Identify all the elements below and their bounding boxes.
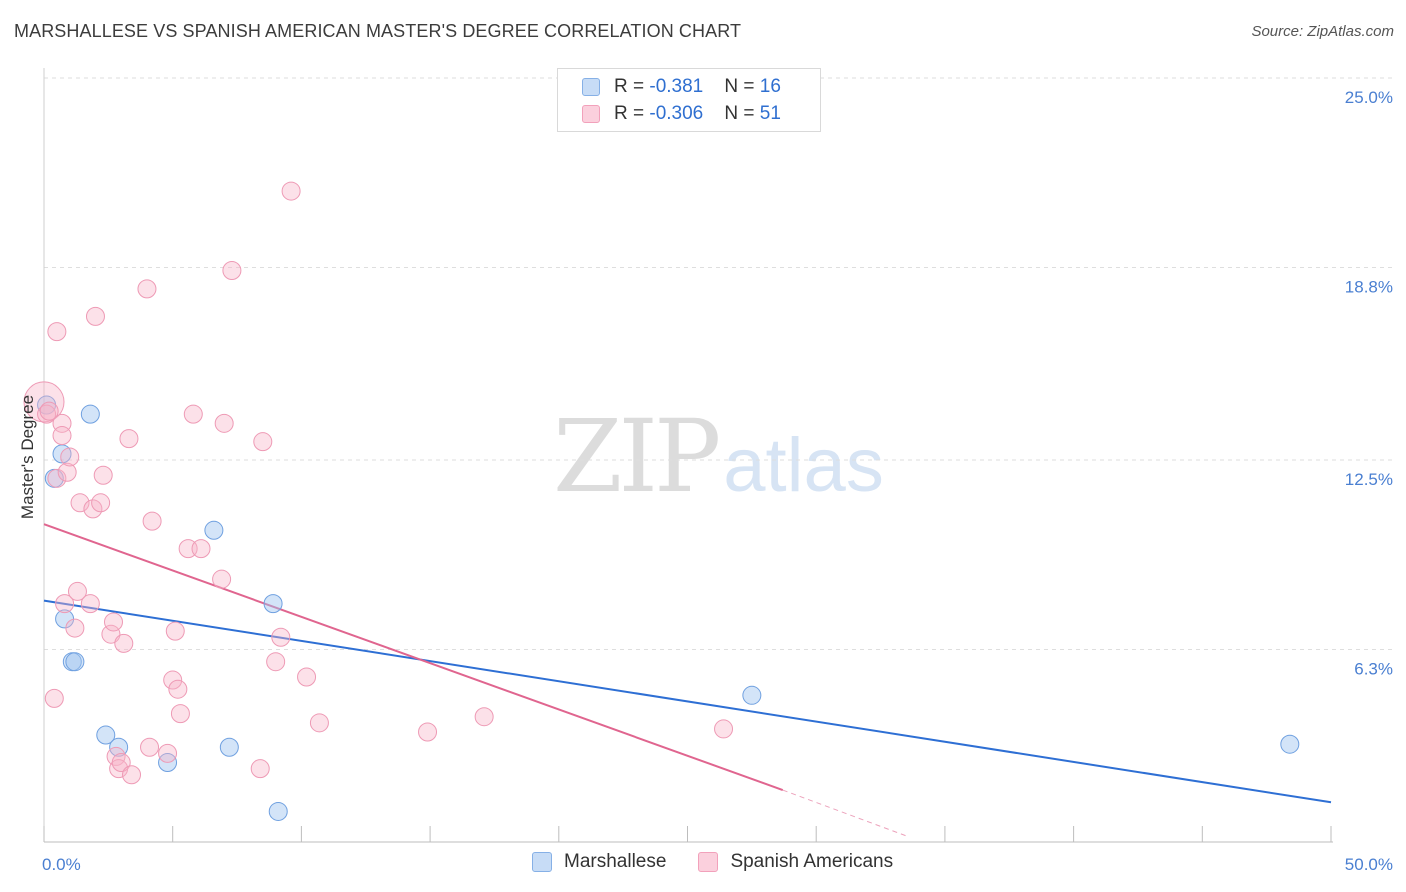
- point-spanish-americans: [297, 667, 317, 687]
- chart-title: MARSHALLESE VS SPANISH AMERICAN MASTER'S…: [14, 21, 742, 41]
- x-tick-label: 0.0%: [42, 855, 81, 874]
- point-spanish-americans: [158, 743, 178, 763]
- series-swatch-marshallese: [532, 852, 552, 872]
- legend-row-marshallese: R = -0.381 N = 16: [582, 75, 781, 99]
- legend-swatch-spanish-americans: [582, 105, 600, 123]
- y-tick-label: 12.5%: [1345, 470, 1393, 489]
- point-spanish-americans: [271, 627, 291, 647]
- point-spanish-americans: [214, 413, 234, 433]
- axes: [43, 68, 1333, 843]
- grid-lines: [44, 77, 1392, 650]
- point-spanish-americans: [23, 381, 65, 423]
- point-spanish-americans: [142, 511, 162, 531]
- point-spanish-americans: [212, 569, 232, 589]
- point-spanish-americans: [85, 306, 105, 326]
- point-spanish-americans: [119, 429, 139, 449]
- y-tick-label: 6.3%: [1354, 659, 1393, 678]
- point-spanish-americans: [52, 426, 72, 446]
- point-spanish-americans: [106, 746, 126, 766]
- point-spanish-americans: [60, 447, 80, 467]
- point-spanish-americans: [39, 401, 59, 421]
- point-spanish-americans: [418, 722, 438, 742]
- point-marshallese: [109, 737, 129, 757]
- point-spanish-americans: [714, 719, 734, 739]
- data-points: [23, 181, 1300, 821]
- y-tick-label: 25.0%: [1345, 88, 1393, 107]
- point-spanish-americans: [178, 539, 198, 559]
- point-spanish-americans: [309, 713, 329, 733]
- x-tick-label: 50.0%: [1345, 855, 1393, 874]
- point-spanish-americans: [101, 624, 121, 644]
- point-spanish-americans: [114, 633, 134, 653]
- point-spanish-americans: [191, 539, 211, 559]
- legend-n-label: N =: [724, 76, 760, 97]
- point-spanish-americans: [474, 707, 494, 727]
- legend-r-value: -0.306: [649, 103, 704, 124]
- point-spanish-americans: [91, 493, 111, 513]
- point-marshallese: [80, 404, 100, 424]
- trend-line-marshallese: [43, 599, 1332, 804]
- series-legend: Marshallese Spanish Americans: [532, 851, 925, 873]
- point-spanish-americans: [80, 594, 100, 614]
- point-spanish-americans: [93, 465, 113, 485]
- point-marshallese: [742, 685, 762, 705]
- point-spanish-americans: [168, 679, 188, 699]
- legend-n-label: N =: [724, 103, 760, 124]
- watermark-zip: ZIP: [553, 398, 721, 515]
- point-spanish-americans: [111, 753, 131, 773]
- point-spanish-americans: [37, 404, 57, 424]
- point-marshallese: [263, 594, 283, 614]
- point-spanish-americans: [222, 261, 242, 281]
- point-spanish-americans: [170, 704, 190, 724]
- correlation-legend: R = -0.381 N = 16 R = -0.306 N = 51: [557, 68, 821, 132]
- point-marshallese: [1280, 734, 1300, 754]
- y-axis-label: Master's Degree: [18, 395, 37, 519]
- point-spanish-americans: [103, 612, 123, 632]
- point-spanish-americans: [281, 181, 301, 201]
- point-spanish-americans: [137, 279, 157, 299]
- legend-row-spanish-americans: R = -0.306 N = 51: [582, 102, 781, 126]
- series-label-spanish-americans: Spanish Americans: [730, 851, 894, 872]
- trend-line-spanish-americans: [43, 523, 784, 791]
- trend-line-extension: [782, 789, 907, 837]
- point-marshallese: [204, 520, 224, 540]
- chart-source: Source: ZipAtlas.com: [1251, 23, 1394, 40]
- point-spanish-americans: [165, 621, 185, 641]
- trend-lines: [43, 523, 1332, 837]
- point-spanish-americans: [47, 322, 67, 342]
- point-spanish-americans: [253, 432, 273, 452]
- point-spanish-americans: [250, 759, 270, 779]
- point-marshallese: [65, 652, 85, 672]
- axis-labels: 25.0% 18.8% 12.5% 6.3% 0.0% 50.0% Master's Deg…: [18, 88, 1393, 874]
- point-spanish-americans: [122, 765, 142, 785]
- watermark-atlas: atlas: [723, 423, 884, 508]
- legend-n-value: 51: [759, 103, 781, 124]
- point-spanish-americans: [183, 404, 203, 424]
- legend-n-value: 16: [759, 76, 781, 97]
- watermark: ZIPatlas: [553, 398, 884, 515]
- point-marshallese: [219, 737, 239, 757]
- series-legend-marshallese[interactable]: Marshallese: [532, 851, 666, 873]
- legend-swatch-marshallese: [582, 78, 600, 96]
- point-spanish-americans: [83, 499, 103, 519]
- legend-r-value: -0.381: [649, 76, 704, 97]
- series-legend-spanish-americans[interactable]: Spanish Americans: [698, 851, 893, 873]
- point-spanish-americans: [44, 688, 64, 708]
- point-spanish-americans: [140, 737, 160, 757]
- point-marshallese: [268, 801, 288, 821]
- point-spanish-americans: [65, 618, 85, 638]
- point-spanish-americans: [55, 594, 75, 614]
- series-swatch-spanish-americans: [698, 852, 719, 872]
- point-marshallese: [96, 725, 116, 745]
- point-spanish-americans: [47, 468, 67, 488]
- point-spanish-americans: [266, 652, 286, 672]
- y-tick-label: 18.8%: [1345, 277, 1393, 296]
- legend-r-label: R =: [614, 103, 650, 124]
- series-label-marshallese: Marshallese: [564, 851, 667, 872]
- point-spanish-americans: [67, 581, 87, 601]
- legend-r-label: R =: [614, 76, 650, 97]
- point-spanish-americans: [57, 462, 77, 482]
- point-spanish-americans: [163, 670, 183, 690]
